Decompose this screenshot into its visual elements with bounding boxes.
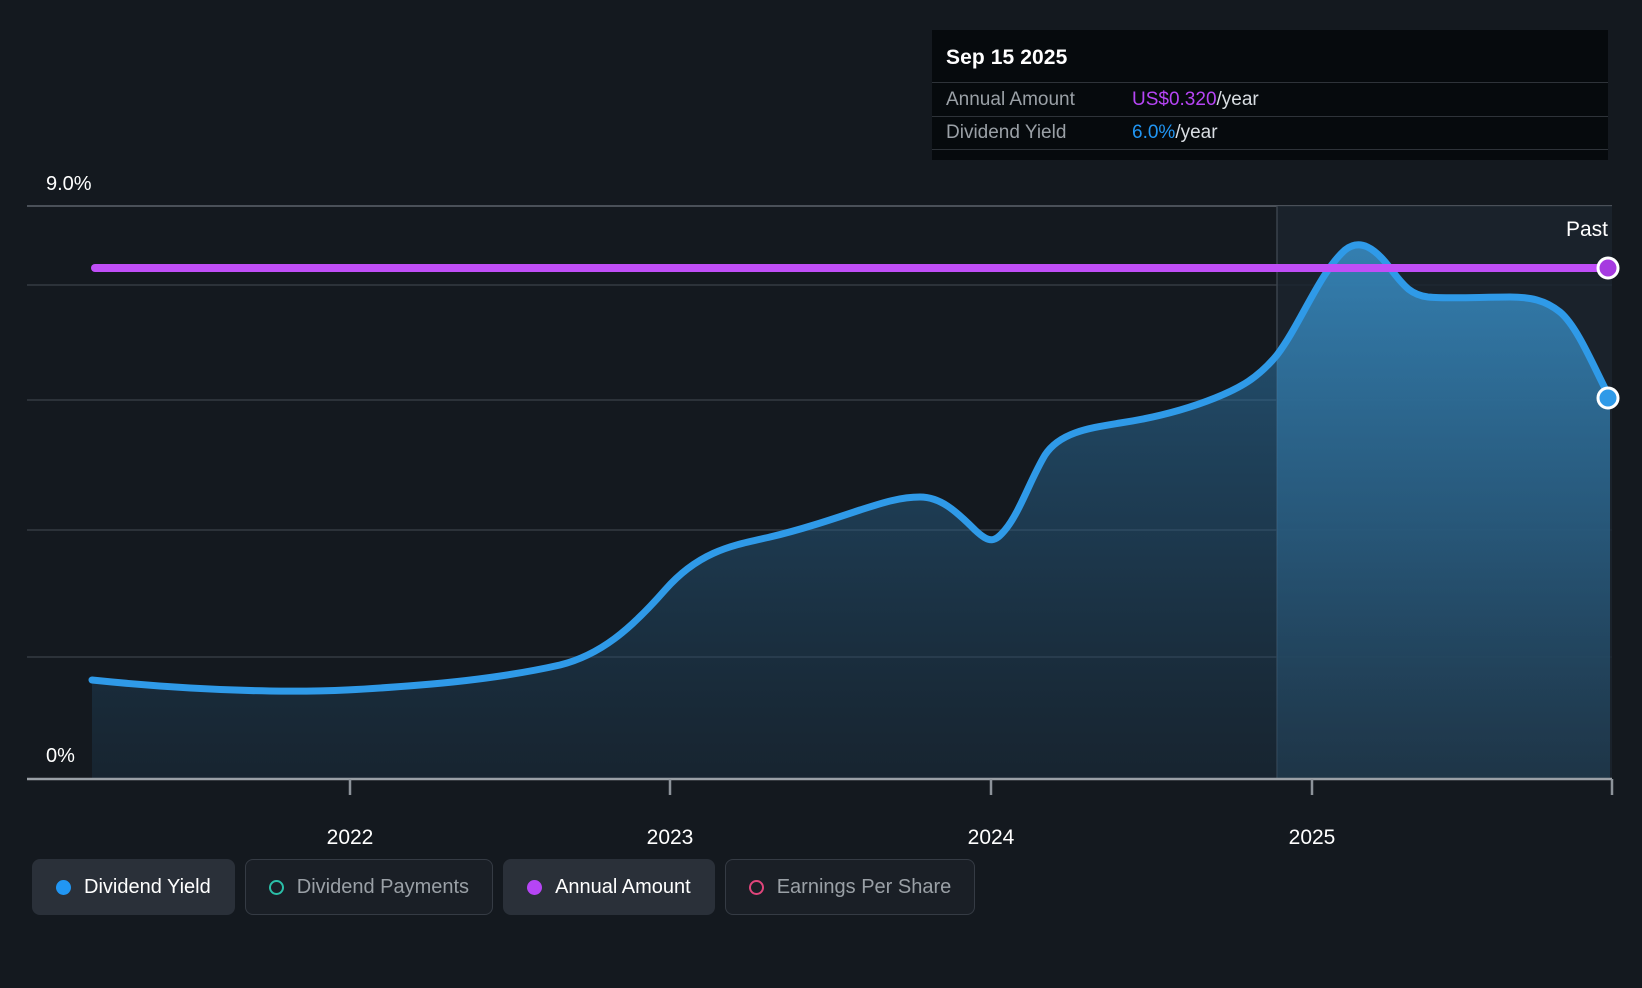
tooltip-label-annual-amount: Annual Amount bbox=[946, 88, 1075, 110]
legend-label-annual-amount: Annual Amount bbox=[555, 875, 691, 898]
tooltip-value-dividend-yield: 6.0%/year bbox=[1132, 122, 1218, 144]
chart-tooltip: Sep 15 2025 Annual Amount US$0.320/year … bbox=[932, 30, 1608, 160]
tooltip-value-annual-amount: US$0.320/year bbox=[1132, 89, 1259, 111]
y-axis-min-label: 0% bbox=[46, 745, 75, 767]
tooltip-amount-unit: /year bbox=[1216, 88, 1259, 110]
legend-label-earnings-per-share: Earnings Per Share bbox=[776, 875, 952, 898]
legend-item-dividend-yield[interactable]: Dividend Yield bbox=[32, 859, 235, 915]
dividend-yield-area-recent bbox=[1277, 244, 1610, 779]
dividend-payments-marker-icon bbox=[268, 879, 284, 895]
x-axis bbox=[27, 777, 1614, 795]
legend-item-earnings-per-share[interactable]: Earnings Per Share bbox=[724, 859, 976, 915]
legend-label-dividend-yield: Dividend Yield bbox=[84, 875, 211, 898]
dividend-yield-marker-icon bbox=[56, 879, 71, 895]
x-axis-tick-2024: 2024 bbox=[967, 826, 1015, 849]
annual-amount-endpoint-marker bbox=[1596, 256, 1620, 280]
tooltip-row-annual-amount: Annual Amount US$0.320/year bbox=[932, 82, 1608, 116]
tooltip-date: Sep 15 2025 bbox=[946, 46, 1068, 69]
legend-item-dividend-payments[interactable]: Dividend Payments bbox=[244, 859, 494, 915]
past-period-label: Past bbox=[1565, 218, 1608, 241]
dividend-yield-area bbox=[92, 244, 1610, 779]
tooltip-yield-unit: /year bbox=[1175, 122, 1218, 143]
tooltip-row-dividend-yield: Dividend Yield 6.0%/year bbox=[932, 116, 1608, 150]
chart-legend: Dividend Yield Dividend Payments Annual … bbox=[32, 859, 976, 915]
legend-item-annual-amount[interactable]: Annual Amount bbox=[503, 859, 715, 915]
dividend-yield-line bbox=[88, 241, 1614, 695]
earnings-per-share-marker-icon bbox=[748, 879, 764, 895]
x-axis-tick-2023: 2023 bbox=[646, 826, 694, 849]
y-axis-max-label: 9.0% bbox=[46, 173, 92, 195]
tooltip-label-dividend-yield: Dividend Yield bbox=[946, 122, 1067, 143]
legend-label-dividend-payments: Dividend Payments bbox=[296, 875, 470, 898]
annual-amount-marker-icon bbox=[527, 879, 543, 895]
dividend-yield-endpoint-marker bbox=[1596, 386, 1620, 410]
x-axis-tick-2025: 2025 bbox=[1288, 826, 1336, 849]
tooltip-yield-number: 6.0% bbox=[1132, 122, 1176, 143]
tooltip-amount-number: US$0.320 bbox=[1132, 88, 1217, 110]
x-axis-tick-2022: 2022 bbox=[326, 826, 374, 849]
